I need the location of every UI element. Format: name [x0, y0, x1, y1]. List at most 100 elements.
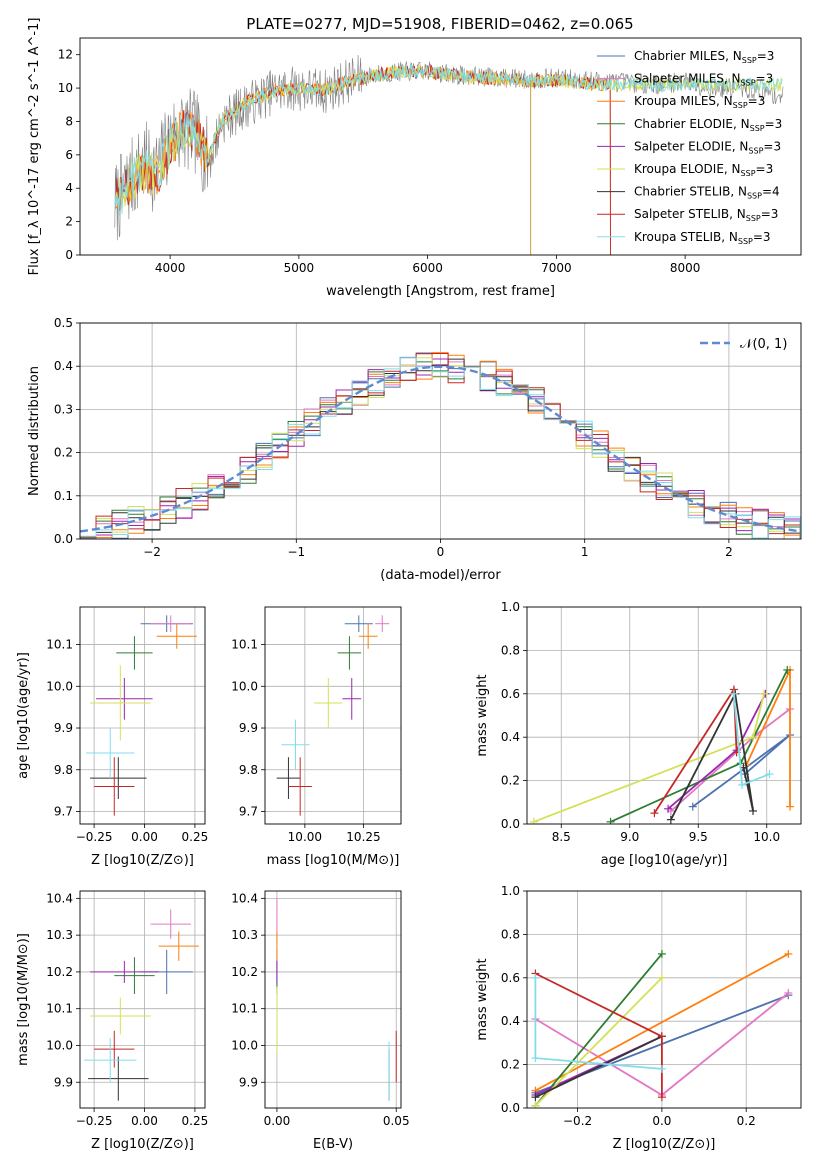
legend-label: Salpeter STELIB, NSSP=3 — [634, 207, 778, 223]
y-tick-label: 0.4 — [501, 730, 520, 744]
x-tick-label: 2 — [725, 545, 733, 559]
age-vs-metallicity-panel: −0.25 0.00 0.25 9.7 9.8 9.9 10.0 10.1 Z [log10(Z… — [16, 606, 208, 868]
axis-label: mass [log10(M/M⊙)] — [267, 853, 400, 868]
weight-vs-metallicity-panel: −0.2 0.0 0.2 0.0 0.2 0.4 0.6 0.8 1.0 Z [log10(Z/Z… — [475, 884, 802, 1152]
weight-vs-age-panel: 8.5 9.0 9.5 10.0 0.0 0.2 0.4 0.6 0.8 1.0 age [log1… — [475, 600, 802, 868]
legend-label: Chabrier STELIB, NSSP=4 — [634, 185, 780, 201]
y-tick-label: 0.4 — [501, 1014, 520, 1028]
x-tick-label: 7000 — [541, 261, 572, 275]
weight-line — [535, 1035, 663, 1099]
y-tick-label: 9.8 — [239, 763, 258, 777]
y-tick-label: 0.0 — [501, 817, 520, 831]
axes-frame — [79, 37, 802, 256]
axis-label: Z [log10(Z/Z⊙)] — [91, 853, 194, 868]
y-tick-label: 10.0 — [46, 1038, 73, 1052]
axis-label: Flux [f_λ 10^-17 erg cm^-2 s^-1 A^-1] — [27, 18, 42, 276]
axis-label: mass weight — [475, 674, 490, 756]
y-tick-label: 10.0 — [46, 679, 73, 693]
y-tick-label: 9.8 — [54, 763, 73, 777]
y-tick-label: 9.9 — [239, 721, 258, 735]
spectrum-panel: 4000 5000 6000 7000 8000 0 2 4 6 8 10 12 wavelength … — [27, 18, 802, 299]
axes-frame — [264, 890, 402, 1109]
axis-label: Z [log10(Z/Z⊙)] — [91, 1137, 194, 1152]
scatter-plot-area — [276, 615, 390, 816]
x-tick-label: 6000 — [412, 261, 443, 275]
y-tick-label: 6 — [65, 148, 73, 162]
x-tick-label: −2 — [143, 545, 161, 559]
y-tick-label: 10.3 — [231, 928, 258, 942]
weight-line — [670, 690, 754, 821]
y-tick-label: 10.0 — [231, 679, 258, 693]
x-tick-label: 0.25 — [182, 1114, 209, 1128]
x-tick-label: −0.25 — [76, 830, 113, 844]
legend-label: Salpeter ELODIE, NSSP=3 — [634, 139, 781, 155]
y-tick-label: 0.2 — [54, 446, 73, 460]
y-tick-label: 9.9 — [54, 721, 73, 735]
x-tick-label: 0.00 — [264, 1114, 291, 1128]
axis-label: mass weight — [475, 958, 490, 1040]
y-tick-label: 0.8 — [501, 927, 520, 941]
x-tick-label: 10.00 — [288, 830, 322, 844]
y-tick-label: 0.6 — [501, 687, 520, 701]
x-tick-label: 0.00 — [131, 1114, 158, 1128]
y-tick-label: 0.4 — [54, 359, 73, 373]
x-tick-label: 8.5 — [552, 830, 571, 844]
legend-label: Kroupa STELIB, NSSP=3 — [634, 230, 771, 246]
scatter-plot-area — [86, 615, 197, 816]
axis-label: wavelength [Angstrom, rest frame] — [326, 284, 555, 299]
y-tick-label: 0.8 — [501, 643, 520, 657]
y-tick-label: 0.0 — [54, 532, 73, 546]
x-tick-label: 10.0 — [753, 830, 780, 844]
x-tick-label: 0.00 — [131, 830, 158, 844]
mass-vs-extinction-panel: 0.00 0.05 9.9 10.0 10.1 10.2 10.3 10.4 E(B-V) — [231, 890, 410, 1152]
residual-histogram-panel: −2 −1 0 1 2 0.0 0.1 0.2 0.3 0.4 0.5 𝒩(0, 1) (data-mo… — [27, 316, 802, 583]
legend-label: Kroupa ELODIE, NSSP=3 — [634, 162, 773, 178]
axes-frame — [264, 606, 402, 825]
y-tick-label: 10.0 — [231, 1038, 258, 1052]
y-tick-label: 0.3 — [54, 402, 73, 416]
y-tick-label: 10.1 — [46, 638, 73, 652]
x-tick-label: 5000 — [284, 261, 315, 275]
y-tick-label: 9.7 — [239, 804, 258, 818]
figure-title: PLATE=0277, MJD=51908, FIBERID=0462, z=0… — [246, 15, 633, 33]
scatter-plot-area — [84, 909, 199, 1101]
y-tick-label: 0.0 — [501, 1101, 520, 1115]
axis-label: Normed distribution — [27, 366, 42, 496]
axis-label: E(B-V) — [313, 1137, 353, 1152]
y-tick-label: 0.1 — [54, 489, 73, 503]
y-tick-label: 0.2 — [501, 1058, 520, 1072]
x-tick-label: 0 — [437, 545, 445, 559]
y-tick-label: 8 — [65, 114, 73, 128]
y-tick-label: 1.0 — [501, 600, 520, 614]
x-tick-label: 0.0 — [652, 1114, 671, 1128]
spectrum-plot-area — [114, 54, 784, 255]
y-tick-label: 10.1 — [46, 1002, 73, 1016]
y-tick-label: 10.1 — [231, 1002, 258, 1016]
y-tick-label: 0.5 — [54, 316, 73, 330]
x-tick-label: −1 — [287, 545, 305, 559]
x-tick-label: 9.0 — [620, 830, 639, 844]
y-tick-label: 10.2 — [46, 965, 73, 979]
y-tick-label: 0.2 — [501, 774, 520, 788]
legend-label: Chabrier ELODIE, NSSP=3 — [634, 117, 782, 133]
mass-vs-metallicity-panel: −0.25 0.00 0.25 9.9 10.0 10.1 10.2 10.3 10.4 Z [l… — [16, 890, 209, 1152]
axis-label: mass [log10(M/M⊙)] — [16, 933, 31, 1066]
age-vs-mass-panel: 10.00 10.25 9.7 9.8 9.9 10.0 10.1 mass [log10(M… — [231, 606, 402, 868]
weight-line — [534, 953, 789, 1092]
axis-label: (data-model)/error — [380, 568, 501, 583]
legend-label: 𝒩(0, 1) — [740, 337, 787, 352]
x-tick-label: −0.25 — [76, 1114, 113, 1128]
legend-label: Salpeter MILES, NSSP=3 — [634, 72, 773, 88]
model-spectrum-line — [114, 64, 783, 217]
weight-plot-area — [529, 665, 795, 824]
axes-frame — [526, 606, 802, 825]
y-tick-label: 10.4 — [46, 891, 73, 905]
weight-line — [534, 953, 663, 1107]
x-tick-label: 10.25 — [346, 830, 380, 844]
y-tick-label: 10.3 — [46, 928, 73, 942]
legend-label: Chabrier MILES, NSSP=3 — [634, 49, 774, 65]
axes-frame — [79, 890, 206, 1109]
weight-plot-area — [531, 949, 793, 1108]
axis-label: age [log10(age/yr)] — [16, 652, 31, 779]
